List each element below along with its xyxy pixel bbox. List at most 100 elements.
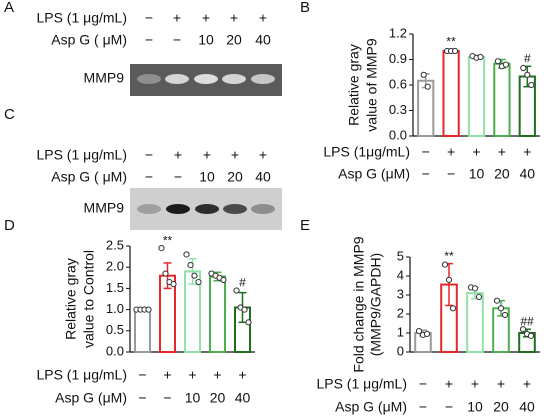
row-cell: 10 <box>185 390 201 406</box>
row-cell: 10 <box>467 399 483 415</box>
data-point <box>158 245 165 252</box>
row-cell: 10 <box>198 32 214 48</box>
row-cell: − <box>145 32 153 48</box>
row-cell: − <box>173 32 181 48</box>
data-point <box>519 326 527 333</box>
data-point <box>441 261 449 268</box>
row-cell: − <box>145 169 153 185</box>
y-tick-label: 0.9 <box>389 51 407 66</box>
row-cell: − <box>145 147 153 163</box>
y-axis-label: Fold change in MMP9 <box>351 236 367 372</box>
row-cell: − <box>422 166 430 182</box>
panel-label: A <box>4 0 14 16</box>
row-cell: 40 <box>520 166 536 182</box>
row-cell: 10 <box>469 166 485 182</box>
band-label: MMP9 <box>84 200 125 216</box>
data-point <box>420 71 427 78</box>
row-cell: 20 <box>494 166 510 182</box>
data-point <box>475 293 483 300</box>
row-cell: 40 <box>519 399 535 415</box>
data-point <box>245 319 252 326</box>
band-label: MMP9 <box>84 70 125 86</box>
row-cell: − <box>445 399 453 415</box>
row-cell: − <box>419 399 427 415</box>
row-cell: + <box>523 376 531 392</box>
gel-band <box>137 204 161 214</box>
row-cell: + <box>447 144 455 160</box>
row-cell: + <box>497 376 505 392</box>
row-label: LPS (1 μg/mL) <box>316 376 407 392</box>
row-label: Asp G (μM) <box>335 399 407 415</box>
row-label: Asp G ( μM) <box>51 169 127 185</box>
row-cell: + <box>163 367 171 383</box>
y-axis-label: (MMP9/GAPDH) <box>368 253 384 356</box>
row-label: LPS (1μg/mL) <box>323 144 410 160</box>
y-tick-label: 0.0 <box>389 127 407 142</box>
row-cell: − <box>447 166 455 182</box>
row-cell: 20 <box>210 390 226 406</box>
data-point <box>497 305 505 312</box>
bar <box>466 292 484 354</box>
y-tick-label: 2.5 <box>106 237 124 252</box>
row-cell: + <box>259 147 267 163</box>
row-cell: − <box>422 144 430 160</box>
row-cell: + <box>445 376 453 392</box>
data-point <box>191 272 198 279</box>
row-label: Asp G (μM) <box>55 390 127 406</box>
panel-label: B <box>300 0 310 16</box>
data-point <box>493 297 501 304</box>
data-point <box>220 276 227 284</box>
gel-band <box>222 74 246 84</box>
row-cell: 40 <box>255 32 271 48</box>
row-cell: + <box>498 144 506 160</box>
y-axis-label: Relative gray <box>63 258 79 340</box>
row-cell: − <box>163 390 171 406</box>
data-point <box>524 71 531 78</box>
row-cell: 40 <box>255 169 271 185</box>
panel-label: D <box>4 217 15 234</box>
annotation: ** <box>163 233 173 247</box>
row-label: LPS (1 μg/mL) <box>36 367 127 383</box>
panel-label: C <box>4 106 15 123</box>
data-point <box>502 61 509 68</box>
data-point <box>528 81 535 89</box>
row-cell: − <box>138 367 146 383</box>
row-cell: − <box>419 376 427 392</box>
data-point <box>415 328 423 335</box>
row-cell: + <box>203 147 211 163</box>
row-cell: 20 <box>493 399 509 415</box>
annotation: ## <box>520 314 534 328</box>
row-label: Asp G ( μM) <box>51 32 127 48</box>
data-point <box>449 305 457 312</box>
row-cell: − <box>145 10 153 26</box>
annotation: # <box>239 276 246 290</box>
y-axis-label: Relative gray <box>346 44 362 126</box>
gel-band <box>195 204 219 214</box>
y-tick-label: 1.2 <box>389 25 407 40</box>
y-tick-label: 0.6 <box>389 76 407 91</box>
y-tick-label: 5 <box>397 248 404 263</box>
y-tick-label: 4 <box>397 267 404 282</box>
panel-label: E <box>300 217 310 234</box>
data-point <box>170 281 177 288</box>
row-cell: − <box>138 390 146 406</box>
row-cell: + <box>230 10 238 26</box>
data-point <box>187 261 194 269</box>
row-cell: 20 <box>226 32 242 48</box>
y-tick-label: 1.0 <box>106 301 124 316</box>
row-cell: + <box>523 144 531 160</box>
row-cell: + <box>173 10 181 26</box>
row-cell: + <box>471 376 479 392</box>
row-cell: + <box>213 367 221 383</box>
data-point <box>527 332 535 339</box>
y-tick-label: 3 <box>397 286 404 301</box>
y-tick-label: 2 <box>397 305 404 320</box>
y-axis-label: value to Control <box>81 250 97 348</box>
data-point <box>445 276 453 283</box>
row-label: LPS (1 μg/mL) <box>36 10 127 26</box>
gel-band <box>251 204 275 214</box>
row-cell: 40 <box>235 390 251 406</box>
data-point <box>195 278 202 286</box>
